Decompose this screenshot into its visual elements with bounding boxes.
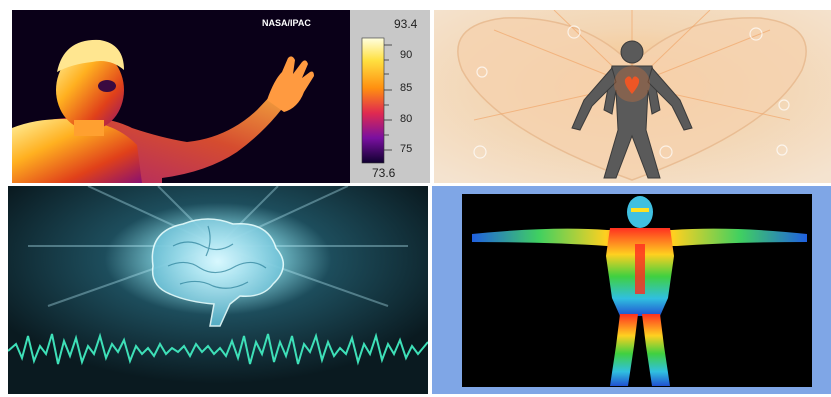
scale-max-label: 93.4 [394,17,418,31]
thermal-portrait-panel: NASA/IPAC 93.4 90 85 80 75 73.6 [12,10,430,183]
scale-min-label: 73.6 [372,166,396,180]
glowing-brain-image [8,186,428,394]
body-thermogram-image [432,186,831,394]
scale-tick-label: 85 [400,82,413,94]
body-thermogram-panel [432,186,831,394]
energy-heart-panel [434,10,831,183]
scale-tick-label: 75 [400,143,413,155]
glowing-brain-panel [8,186,428,394]
credit-label: NASA/IPAC [262,18,311,28]
thermal-portrait-image [12,10,430,183]
scale-tick-label: 90 [400,49,413,61]
energy-heart-image [434,10,831,183]
scale-tick-label: 80 [400,113,413,125]
